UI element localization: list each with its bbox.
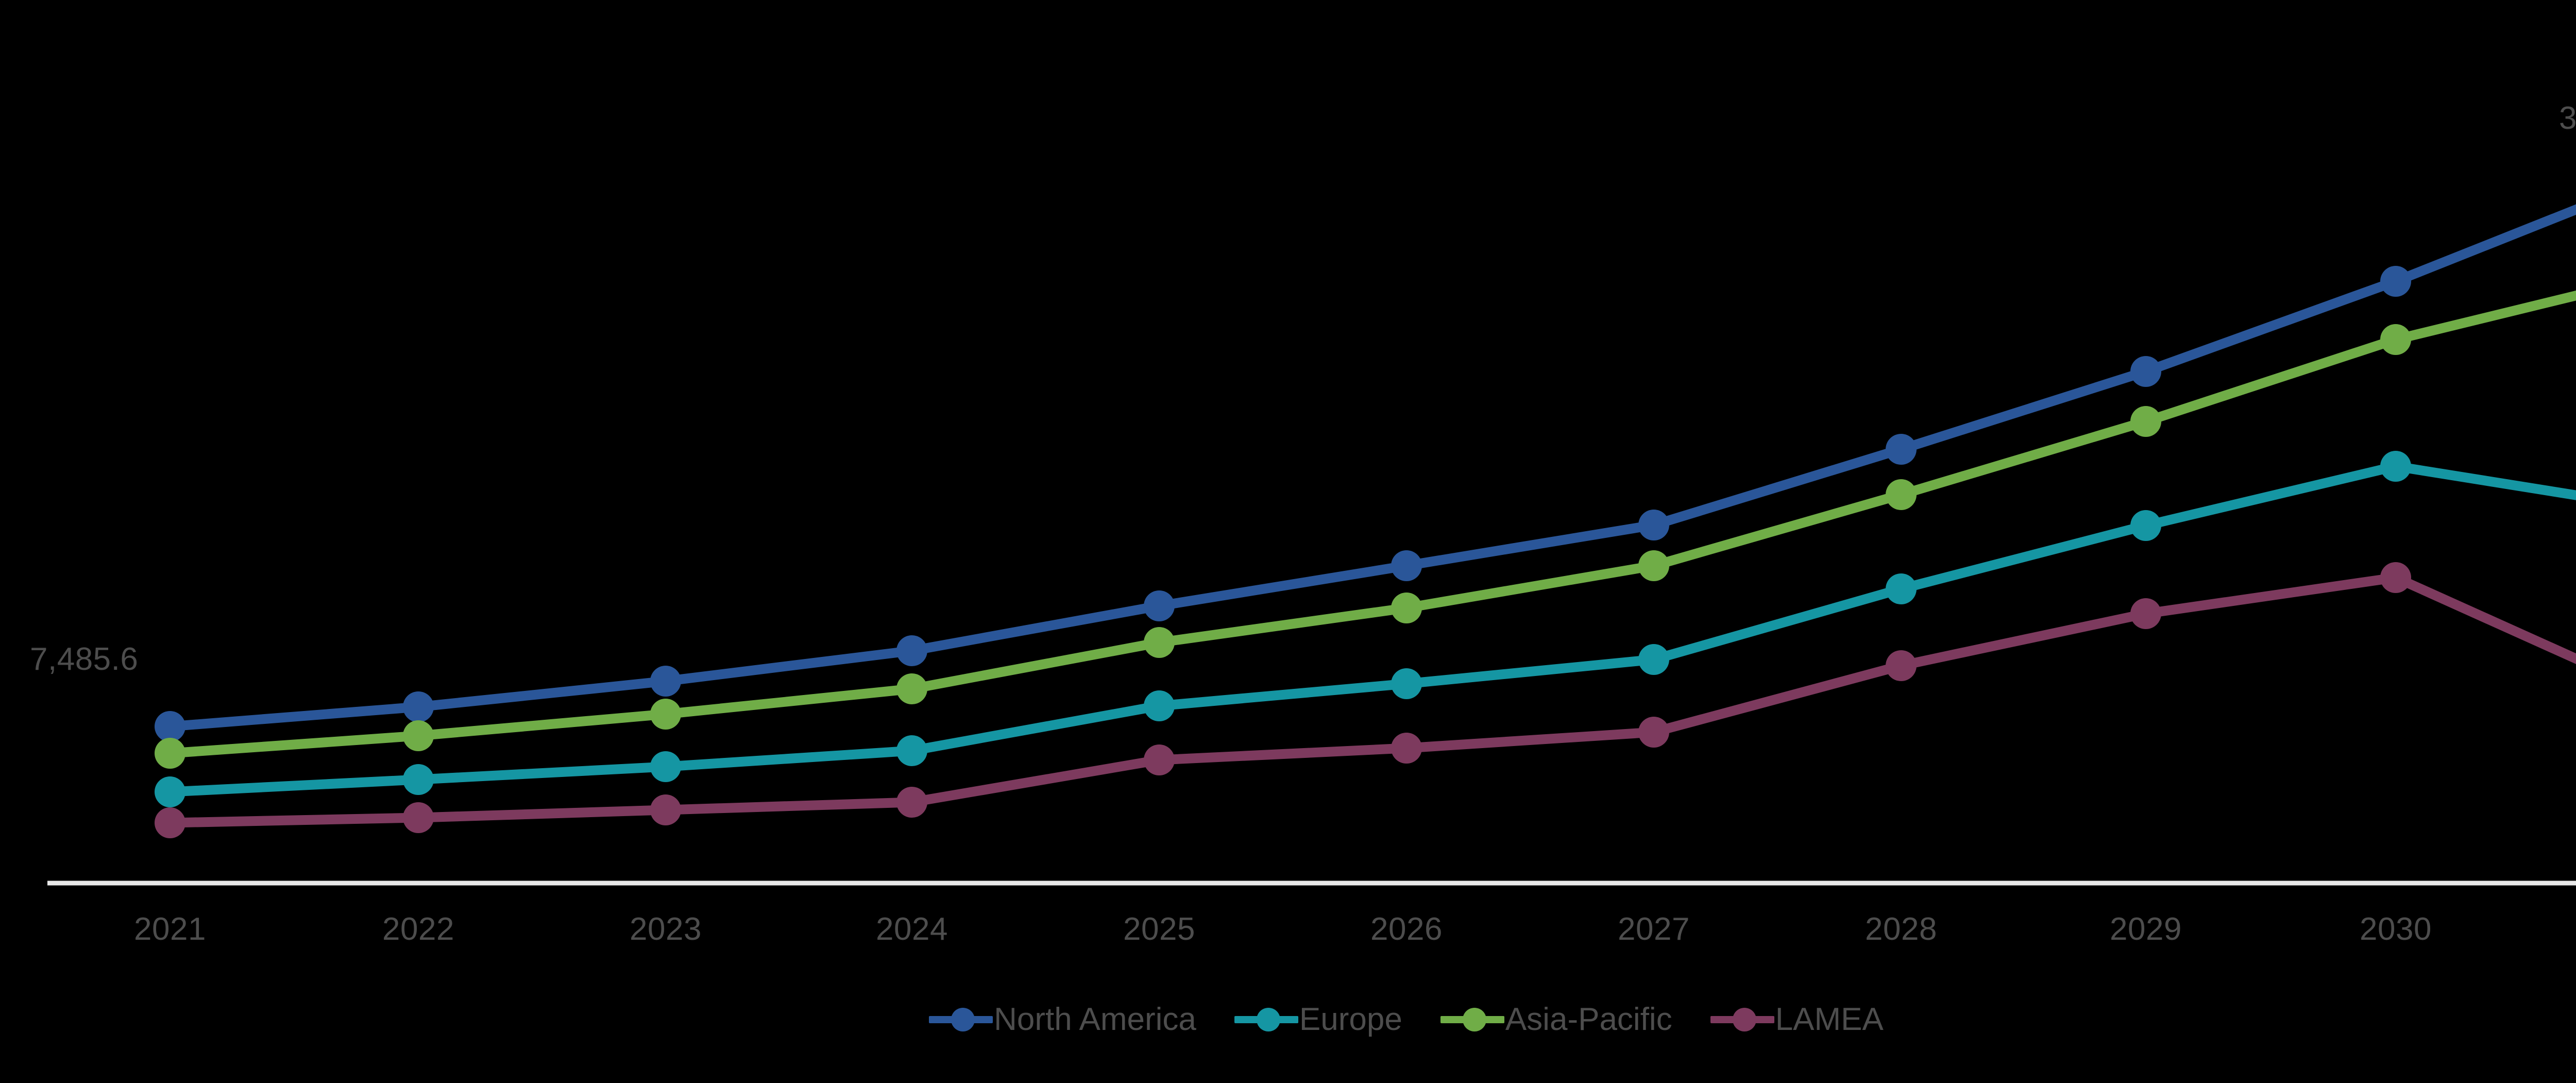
data-point-marker[interactable] [1886, 434, 1917, 465]
data-point-marker[interactable] [155, 776, 185, 807]
data-point-marker[interactable] [403, 691, 434, 722]
line-marker-icon [1234, 1004, 1298, 1035]
data-point-marker[interactable] [2130, 356, 2161, 387]
x-tick-label-2030: 2030 [2360, 911, 2432, 947]
data-point-marker[interactable] [896, 635, 927, 666]
data-point-marker[interactable] [2380, 562, 2411, 593]
data-point-marker[interactable] [1391, 733, 1422, 764]
data-point-marker[interactable] [650, 794, 681, 825]
data-point-marker[interactable] [2130, 406, 2161, 437]
data-point-marker[interactable] [1638, 510, 1669, 540]
line-marker-icon [1440, 1004, 1504, 1035]
first-data-label: 7,485.6 [30, 641, 139, 677]
data-point-marker[interactable] [896, 735, 927, 766]
legend-item-label: LAMEA [1775, 1002, 1884, 1037]
data-point-marker[interactable] [2380, 451, 2411, 482]
series-europe [155, 451, 2576, 807]
legend-item-asia-pacific[interactable]: Asia-Pacific [1440, 1004, 1672, 1036]
x-tick-label-2029: 2029 [2110, 911, 2182, 947]
series-north-america [155, 204, 2576, 742]
legend-item-label: Europe [1299, 1002, 1402, 1037]
series-layer [155, 204, 2576, 838]
data-point-marker[interactable] [1391, 593, 1422, 623]
data-point-marker[interactable] [1144, 690, 1175, 721]
data-point-marker[interactable] [896, 787, 927, 818]
data-point-marker[interactable] [1886, 573, 1917, 604]
data-point-marker[interactable] [2130, 598, 2161, 629]
series-line [165, 204, 2576, 732]
data-point-marker[interactable] [155, 807, 185, 838]
series-asia-pacific [155, 290, 2576, 769]
x-tick-label-2021: 2021 [134, 911, 206, 947]
x-tick-label-2023: 2023 [630, 911, 702, 947]
series-line [165, 461, 2576, 797]
line-marker-icon [929, 1004, 993, 1035]
x-tick-label-2026: 2026 [1370, 911, 1443, 947]
data-point-marker[interactable] [403, 802, 434, 833]
data-point-marker[interactable] [1638, 550, 1669, 581]
data-point-marker[interactable] [1886, 479, 1917, 510]
legend-item-north-america[interactable]: North America [929, 1004, 1196, 1036]
data-point-marker[interactable] [1638, 644, 1669, 675]
data-point-marker[interactable] [2380, 324, 2411, 355]
data-point-marker[interactable] [650, 699, 681, 730]
data-point-marker[interactable] [1144, 744, 1175, 775]
data-point-marker[interactable] [1886, 650, 1917, 681]
data-point-marker[interactable] [1391, 668, 1422, 699]
data-point-marker[interactable] [2130, 510, 2161, 541]
data-point-marker[interactable] [1638, 717, 1669, 748]
data-point-marker[interactable] [2380, 266, 2411, 297]
data-point-marker[interactable] [1144, 627, 1175, 658]
data-point-marker[interactable] [155, 711, 185, 742]
x-tick-label-2027: 2027 [1618, 911, 1690, 947]
chart-legend: North America Europe Asia-Pacific LAMEA [0, 1004, 2576, 1036]
legend-item-lamea[interactable]: LAMEA [1710, 1004, 1884, 1036]
data-point-marker[interactable] [155, 738, 185, 769]
data-point-marker[interactable] [403, 720, 434, 751]
legend-item-label: Asia-Pacific [1505, 1002, 1672, 1037]
x-tick-label-2024: 2024 [876, 911, 948, 947]
legend-item-europe[interactable]: Europe [1234, 1004, 1402, 1036]
x-tick-label-2022: 2022 [382, 911, 454, 947]
x-tick-label-2025: 2025 [1123, 911, 1195, 947]
legend-item-label: North America [994, 1002, 1196, 1037]
data-point-marker[interactable] [650, 666, 681, 697]
series-lamea [155, 562, 2576, 838]
last-data-label: 33,495.2 [2559, 100, 2576, 136]
data-point-marker[interactable] [896, 673, 927, 704]
x-tick-label-2028: 2028 [1865, 911, 1937, 947]
line-marker-icon [1710, 1004, 1774, 1035]
data-point-marker[interactable] [650, 751, 681, 782]
data-point-marker[interactable] [1391, 550, 1422, 581]
data-point-marker[interactable] [403, 764, 434, 795]
data-point-marker[interactable] [1144, 590, 1175, 621]
